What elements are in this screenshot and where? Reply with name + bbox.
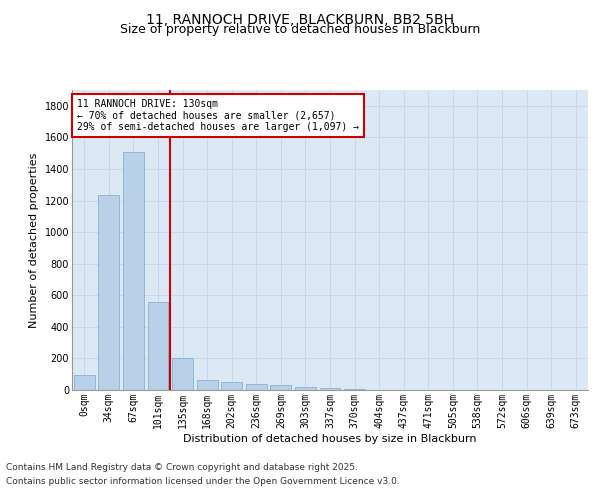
Bar xyxy=(74,375,95,390)
Text: Contains public sector information licensed under the Open Government Licence v3: Contains public sector information licen… xyxy=(6,477,400,486)
Bar xyxy=(246,384,267,390)
Bar xyxy=(172,358,193,390)
Bar xyxy=(197,380,218,390)
Bar xyxy=(320,388,340,390)
Text: 11, RANNOCH DRIVE, BLACKBURN, BB2 5BH: 11, RANNOCH DRIVE, BLACKBURN, BB2 5BH xyxy=(146,12,454,26)
Bar xyxy=(295,386,316,390)
Text: Size of property relative to detached houses in Blackburn: Size of property relative to detached ho… xyxy=(120,22,480,36)
Text: 11 RANNOCH DRIVE: 130sqm
← 70% of detached houses are smaller (2,657)
29% of sem: 11 RANNOCH DRIVE: 130sqm ← 70% of detach… xyxy=(77,99,359,132)
Bar xyxy=(271,386,292,390)
Text: Contains HM Land Registry data © Crown copyright and database right 2025.: Contains HM Land Registry data © Crown c… xyxy=(6,464,358,472)
Bar xyxy=(98,195,119,390)
X-axis label: Distribution of detached houses by size in Blackburn: Distribution of detached houses by size … xyxy=(183,434,477,444)
Bar xyxy=(344,389,365,390)
Bar xyxy=(123,152,144,390)
Y-axis label: Number of detached properties: Number of detached properties xyxy=(29,152,39,328)
Bar xyxy=(148,302,169,390)
Bar xyxy=(221,382,242,390)
